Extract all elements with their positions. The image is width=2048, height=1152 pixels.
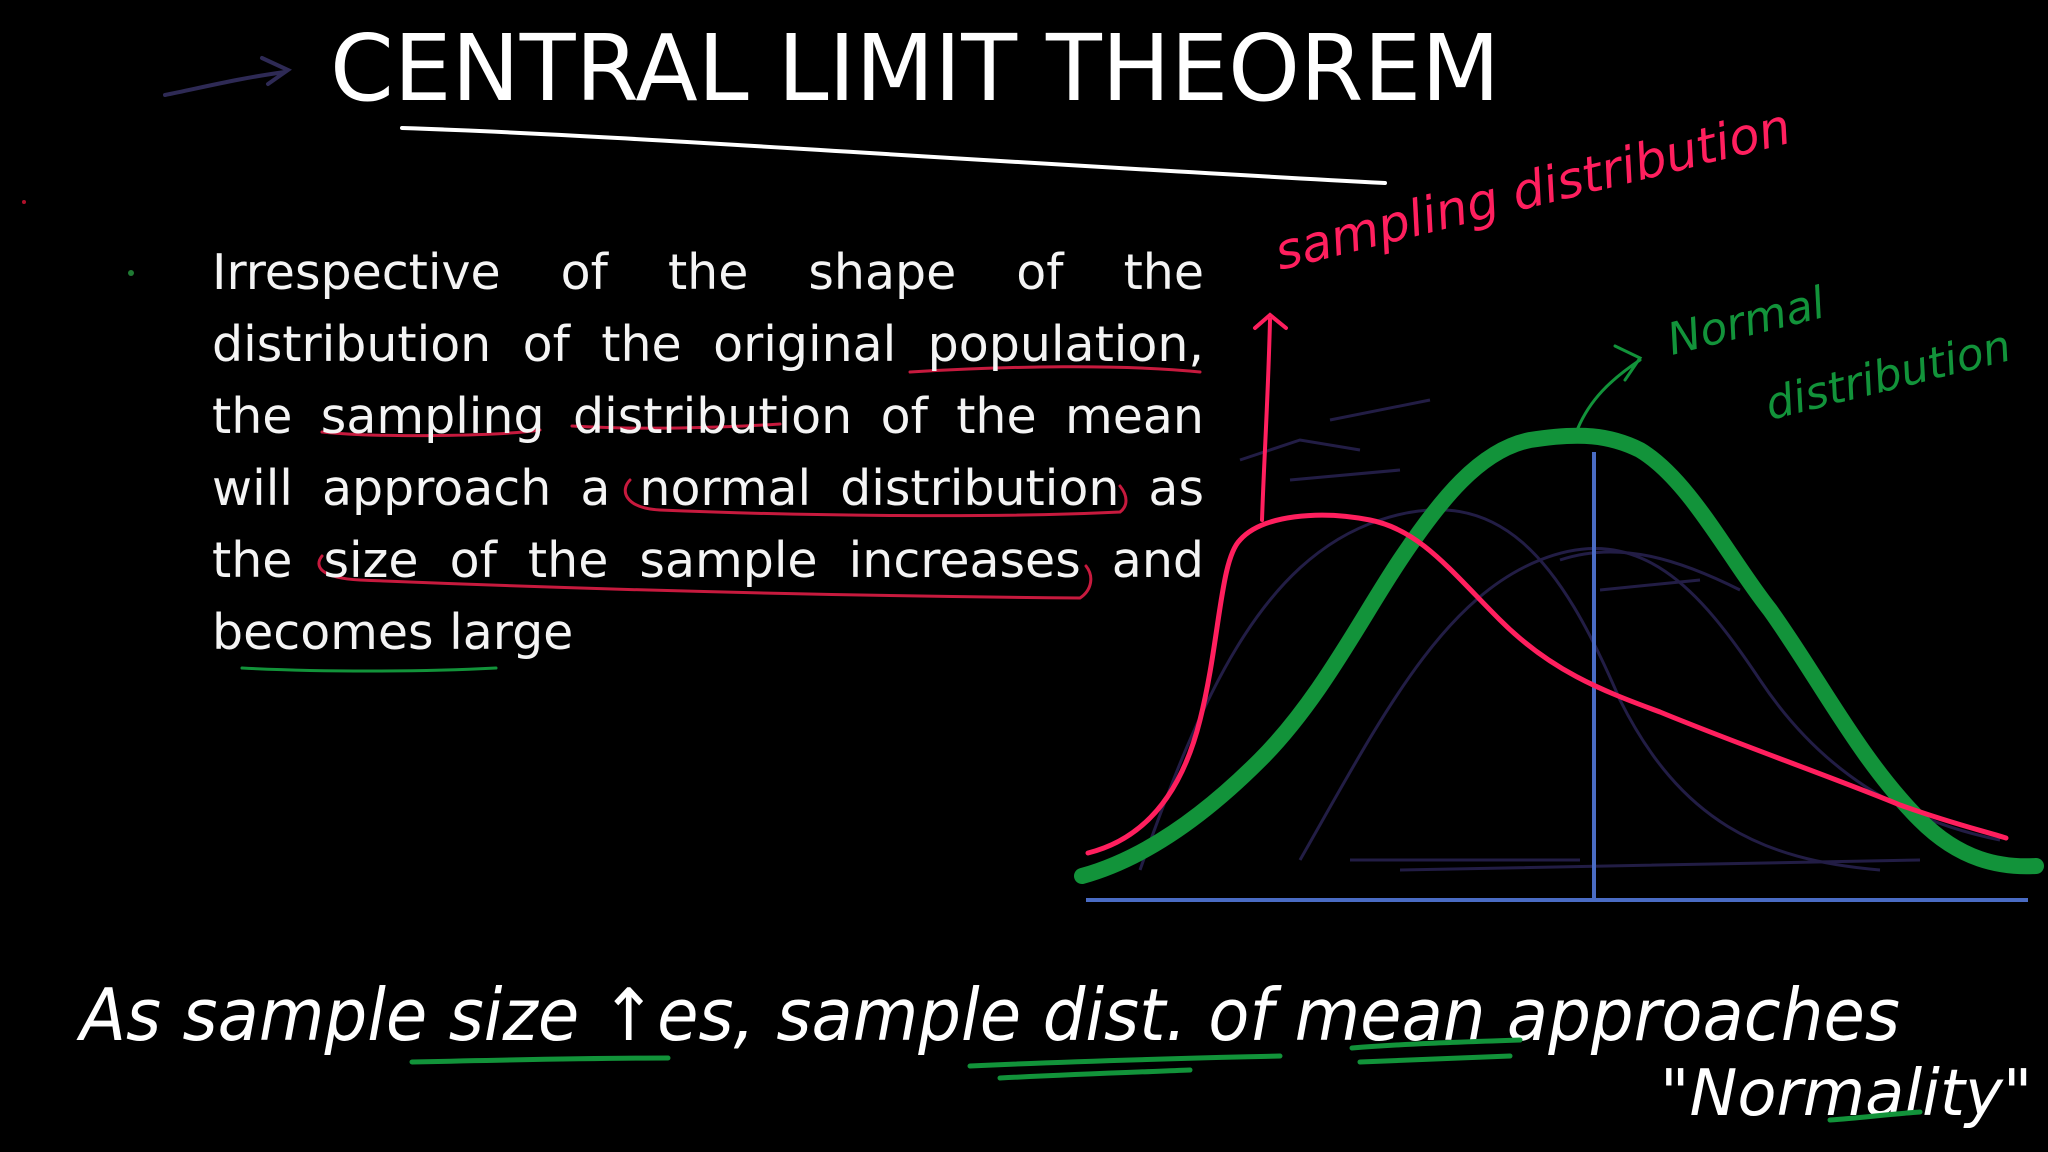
normal-pointer-arrow-icon bbox=[1576, 344, 1643, 430]
title-underline bbox=[400, 126, 1387, 185]
normal-distribution-label-line2: distribution bbox=[1760, 321, 2016, 431]
sampling-distribution-curve bbox=[1085, 512, 2009, 856]
sampling-distribution-label: sampling distribution bbox=[1269, 97, 1796, 281]
slide-title: CENTRAL LIMIT THEOREM bbox=[330, 15, 1500, 122]
bullet-dot bbox=[128, 270, 134, 276]
sampling-pointer-arrow-icon bbox=[1253, 312, 1288, 522]
bottom-note-underlines bbox=[409, 1037, 1923, 1123]
clt-definition-paragraph: Irrespective of the shape of the distrib… bbox=[212, 244, 1204, 661]
bottom-note: As sample size ↑es, sample dist. of mean… bbox=[76, 973, 1900, 1057]
stray-mark bbox=[22, 200, 26, 204]
normal-distribution-curve bbox=[1074, 427, 2044, 884]
faint-sketch-curves bbox=[1138, 398, 2001, 872]
paragraph-underlines bbox=[240, 365, 1202, 673]
normal-distribution-label-line1: Normal bbox=[1662, 277, 1830, 365]
title-arrow-icon bbox=[163, 56, 292, 97]
